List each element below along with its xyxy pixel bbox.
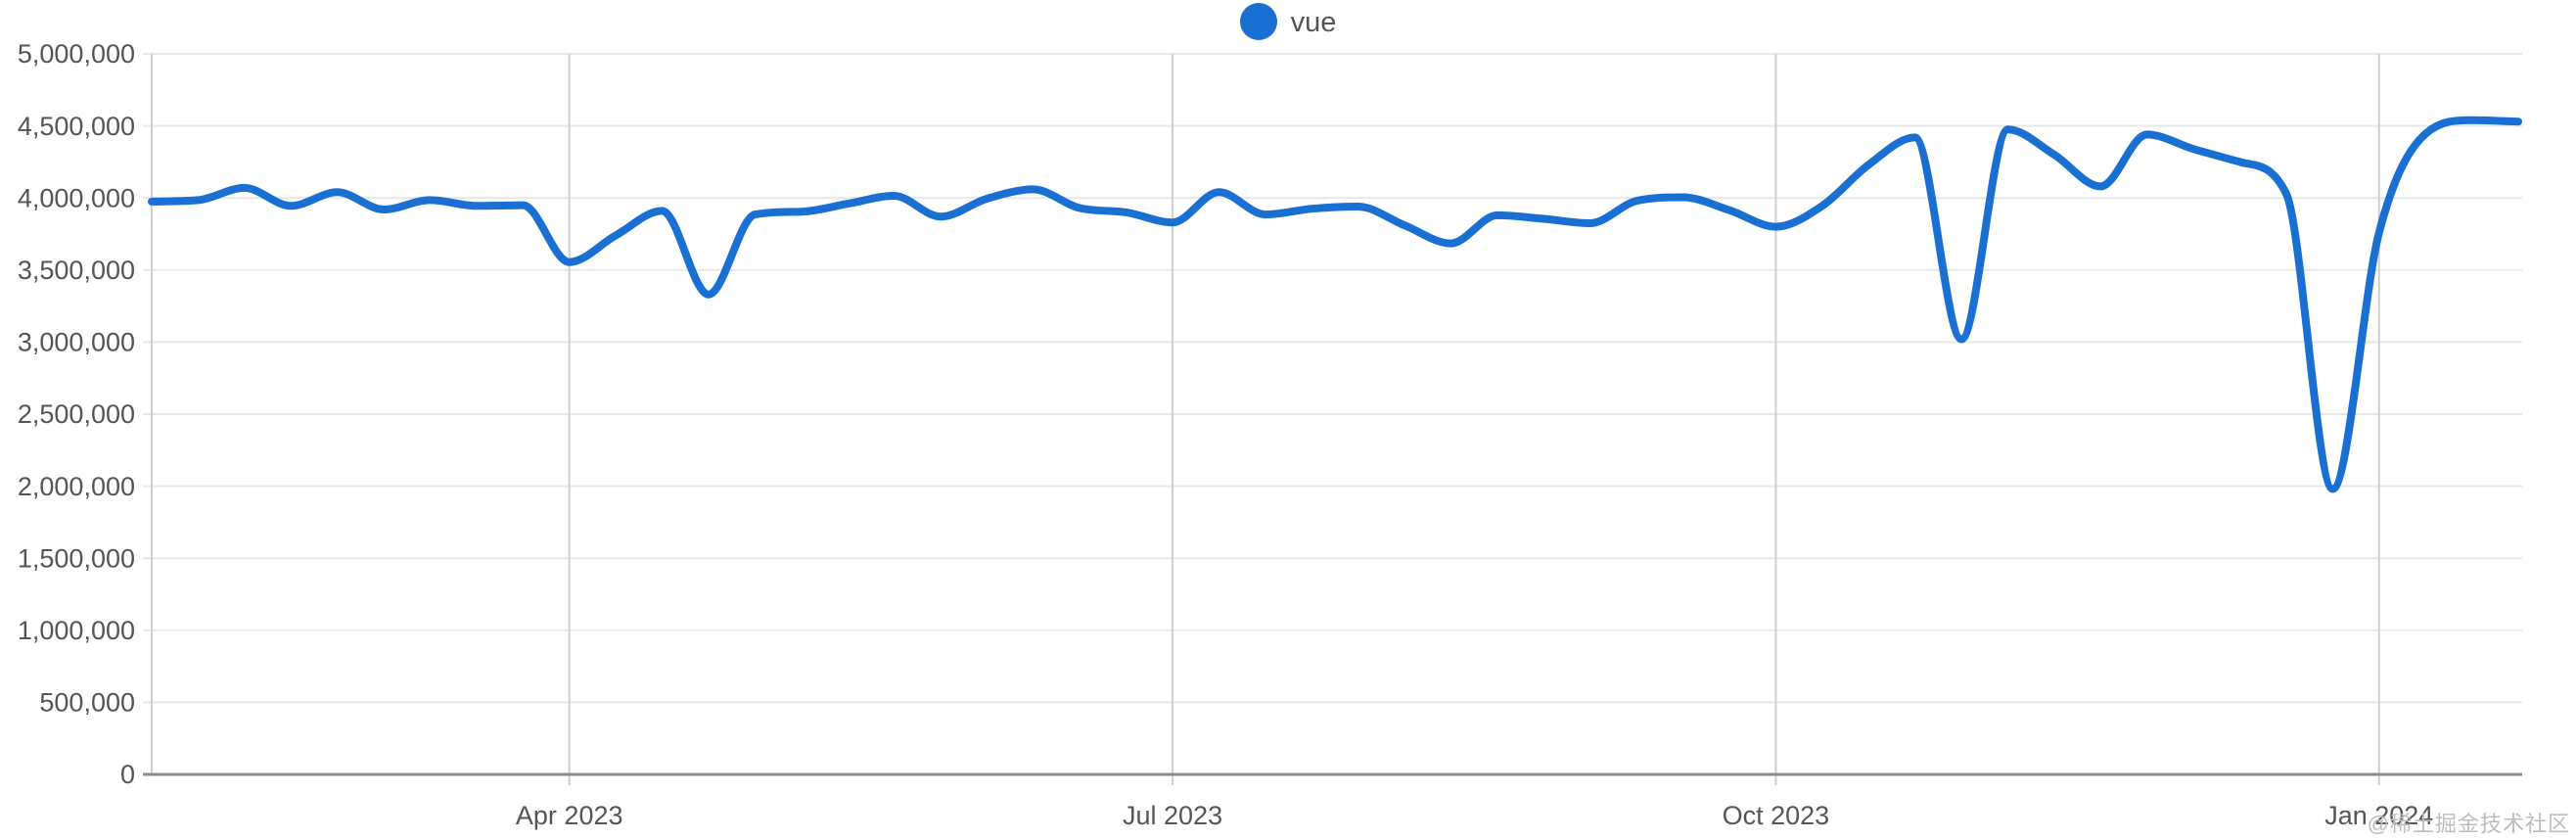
x-axis-tick-label: Jul 2023 xyxy=(1123,801,1222,830)
x-axis-tick-label: Apr 2023 xyxy=(516,801,623,830)
y-axis-tick-label: 500,000 xyxy=(39,688,135,718)
legend-series-label: vue xyxy=(1290,6,1337,38)
y-axis-tick-label: 2,500,000 xyxy=(18,399,135,429)
y-axis-tick-label: 3,000,000 xyxy=(18,328,135,357)
x-axis-tick-label: Oct 2023 xyxy=(1723,801,1830,830)
y-axis-tick-label: 5,000,000 xyxy=(18,39,135,69)
y-axis-tick-label: 1,000,000 xyxy=(18,616,135,645)
watermark: @稀土掘金技术社区 xyxy=(2367,812,2570,836)
legend: vue xyxy=(0,0,2576,43)
y-axis-tick-label: 4,500,000 xyxy=(18,112,135,141)
x-axis-tick-label: Jan 2024 xyxy=(2324,801,2433,830)
legend-item-vue[interactable]: vue xyxy=(1239,3,1337,40)
legend-series-dot-icon xyxy=(1239,3,1277,40)
y-axis-tick-label: 0 xyxy=(120,760,135,789)
series-line-vue[interactable] xyxy=(148,116,2522,493)
y-axis-tick-label: 1,500,000 xyxy=(18,543,135,573)
y-axis-tick-label: 3,500,000 xyxy=(18,256,135,285)
y-axis-tick-label: 2,000,000 xyxy=(18,472,135,501)
y-axis-tick-label: 4,000,000 xyxy=(18,183,135,212)
